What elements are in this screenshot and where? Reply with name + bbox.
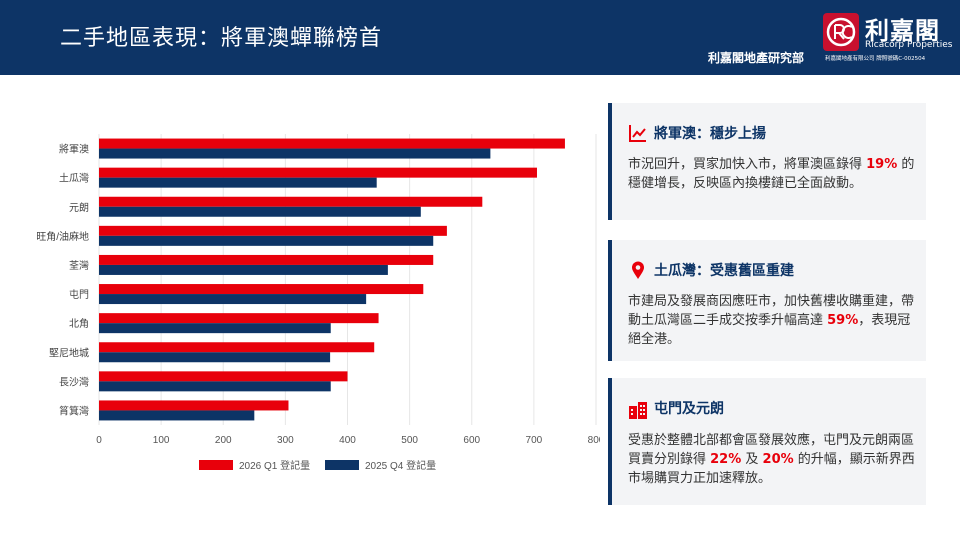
category-label: 將軍澳 xyxy=(59,143,89,156)
bar-q4 xyxy=(99,235,434,246)
bar-q4 xyxy=(99,381,331,392)
bar-q4 xyxy=(99,294,367,305)
company-logo: 利嘉閣 Ricacorp Properties 利嘉閣地產有限公司 牌照號碼C-… xyxy=(823,10,953,66)
highlight-value: 20% xyxy=(762,452,794,467)
highlight-value: 19% xyxy=(866,157,898,172)
card-body: 市況回升，買家加快入市，將軍澳區錄得 19% 的穩健增長，反映區內換樓鏈已全面啟… xyxy=(628,157,915,191)
map-pin-icon xyxy=(632,261,644,279)
logo-english-name: Ricacorp Properties xyxy=(865,40,953,50)
bar-q1 xyxy=(99,167,537,178)
x-tick-label: 0 xyxy=(96,435,102,446)
buildings-icon xyxy=(629,402,647,419)
card-title: 將軍澳：穩步上揚 xyxy=(654,126,766,142)
highlight-value: 59% xyxy=(827,313,859,328)
legend-swatch xyxy=(325,460,359,470)
bar-q1 xyxy=(99,225,447,236)
highlight-value: 22% xyxy=(710,452,742,467)
x-tick-label: 200 xyxy=(215,435,232,446)
bar-q1 xyxy=(99,196,483,207)
category-label: 元朗 xyxy=(69,202,89,214)
logo-license-text: 利嘉閣地產有限公司 牌照號碼C-002504 xyxy=(825,56,926,62)
bar-q1 xyxy=(99,284,424,295)
card-body: 受惠於整體北部都會區發展效應，屯門及元朗兩區買賣分別錄得 22% 及 20% 的… xyxy=(628,433,915,486)
bar-q1 xyxy=(99,313,379,324)
x-tick-label: 500 xyxy=(401,435,418,446)
bar-q4 xyxy=(99,264,388,275)
x-tick-label: 800 xyxy=(588,435,600,446)
bar-q1 xyxy=(99,138,565,149)
bar-q4 xyxy=(99,410,255,421)
x-tick-label: 600 xyxy=(463,435,480,446)
bar-q1 xyxy=(99,254,434,265)
bar-q4 xyxy=(99,323,331,334)
page-title: 二手地區表現：將軍澳蟬聯榜首 xyxy=(60,26,383,51)
category-label: 荃灣 xyxy=(69,259,89,272)
bar-chart: 0 100 200 300 400 500 600 700 800 將軍澳土瓜灣元朗旺角/油麻地荃… xyxy=(20,120,605,484)
bar-q1 xyxy=(99,371,348,382)
department-label: 利嘉閣地產研究部 xyxy=(708,51,805,65)
category-label: 旺角/油麻地 xyxy=(36,230,89,243)
card-body: 市建局及發展商因應旺市，加快舊樓收購重建，帶動土瓜灣區二手成交按季升幅高達 59… xyxy=(628,294,915,347)
trend-up-icon xyxy=(629,125,646,142)
insight-card-to-kwa-wan: 土瓜灣：受惠舊區重建 市建局及發展商因應旺市，加快舊樓收購重建，帶動土瓜灣區二手… xyxy=(608,240,926,361)
category-label: 土瓜灣 xyxy=(59,172,89,185)
category-label: 筲箕灣 xyxy=(59,404,89,417)
bar-q4 xyxy=(99,206,421,217)
x-tick-label: 300 xyxy=(277,435,294,446)
header-bar: 二手地區表現：將軍澳蟬聯榜首 利嘉閣地產研究部 利嘉閣 Ricacorp Pro… xyxy=(0,0,960,75)
bar-q4 xyxy=(99,177,377,188)
x-tick-label: 700 xyxy=(526,435,543,446)
x-tick-label: 100 xyxy=(153,435,170,446)
bar-q4 xyxy=(99,352,331,363)
bar-q1 xyxy=(99,400,289,411)
x-tick-label: 400 xyxy=(339,435,356,446)
category-label: 堅尼地城 xyxy=(49,346,89,359)
legend-label: 2026 Q1 登記量 xyxy=(239,459,310,472)
chart-svg: 0 100 200 300 400 500 600 700 800 將軍澳土瓜灣元朗旺角/油麻地荃… xyxy=(36,134,605,472)
logo-mark-icon xyxy=(823,13,859,51)
logo-chinese-name: 利嘉閣 xyxy=(865,16,940,45)
card-title: 土瓜灣：受惠舊區重建 xyxy=(654,263,794,279)
bar-q4 xyxy=(99,148,491,159)
category-label: 北角 xyxy=(69,318,89,330)
legend-swatch xyxy=(199,460,233,470)
insight-card-tseung-kwan-o: 將軍澳：穩步上揚 市況回升，買家加快入市，將軍澳區錄得 19% 的穩健增長，反映… xyxy=(608,103,926,220)
card-title: 屯門及元朗 xyxy=(654,401,724,417)
legend-label: 2025 Q4 登記量 xyxy=(365,459,436,472)
category-label: 屯門 xyxy=(69,288,89,301)
category-label: 長沙灣 xyxy=(59,376,89,388)
bar-q1 xyxy=(99,342,375,353)
insight-card-tuen-mun-yuen-long: 屯門及元朗 受惠於整體北部都會區發展效應，屯門及元朗兩區買賣分別錄得 22% 及… xyxy=(608,378,926,505)
